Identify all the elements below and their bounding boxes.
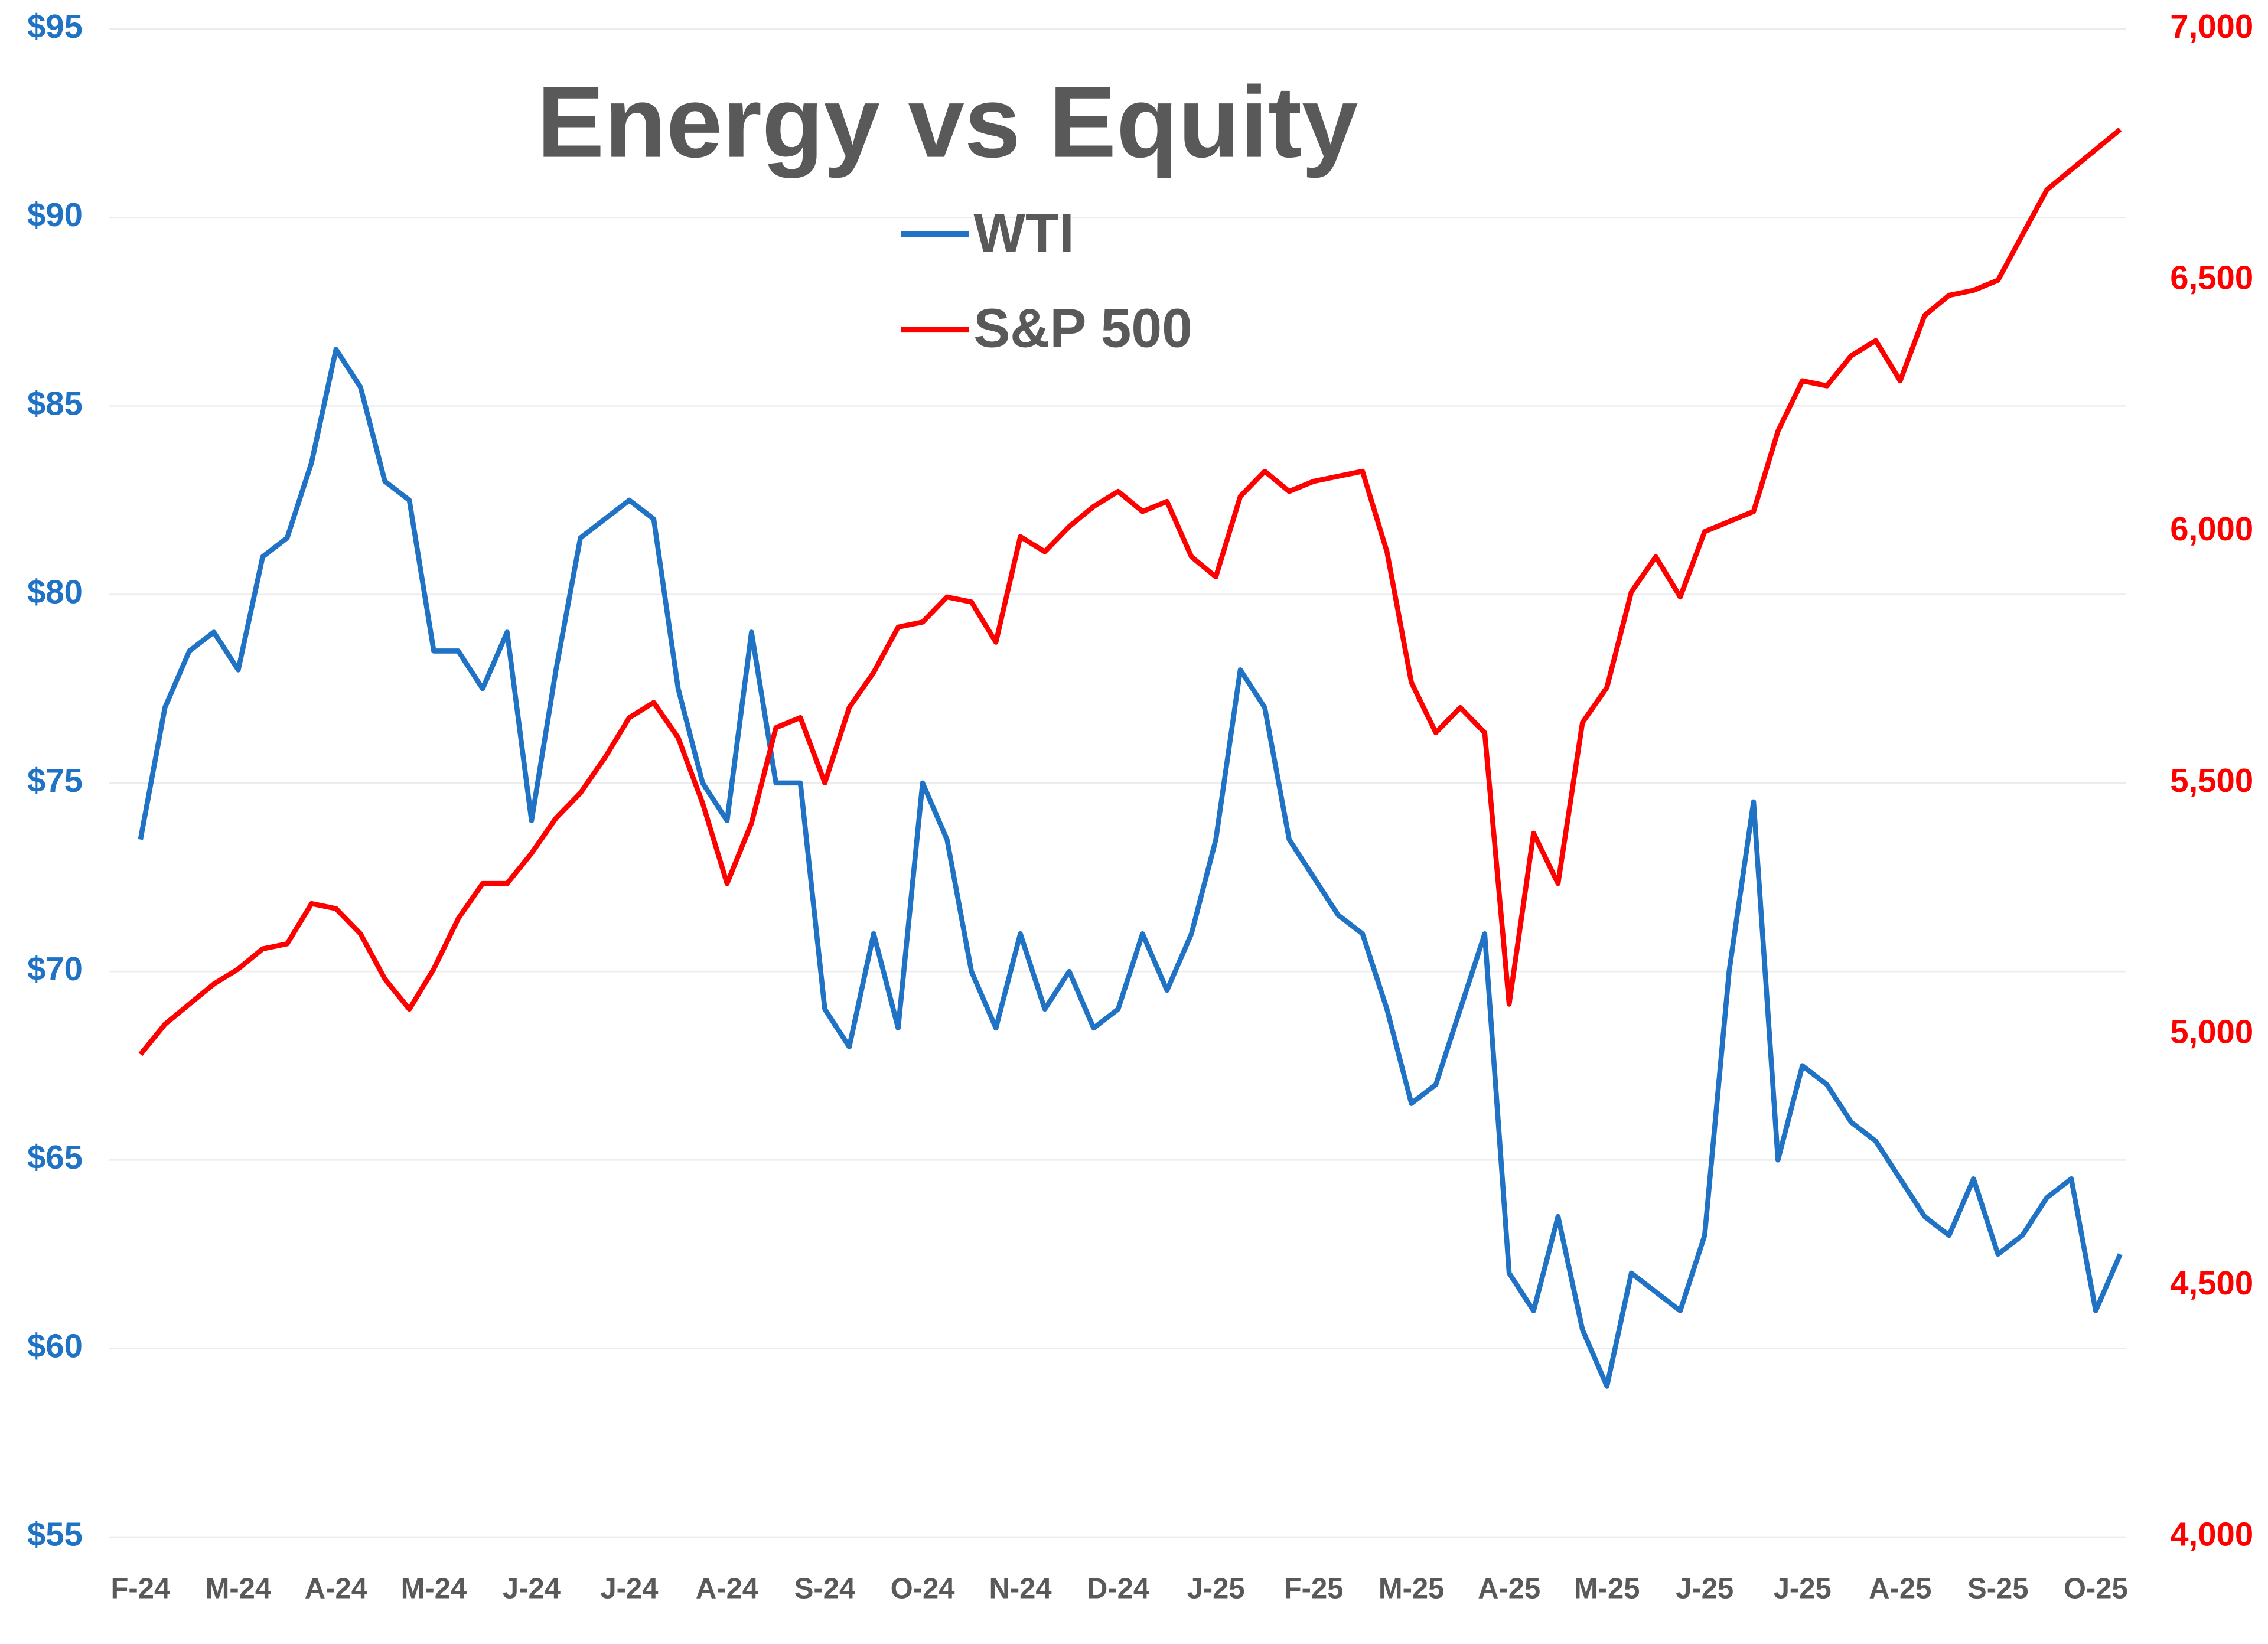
legend-label: WTI xyxy=(973,202,1074,263)
series-line xyxy=(138,347,2123,1389)
x-tick-label: M-25 xyxy=(1574,1573,1640,1604)
x-tick-label: F-25 xyxy=(1284,1573,1344,1604)
x-tick-label: F-24 xyxy=(111,1573,171,1604)
y2-tick-label: 7,000 xyxy=(2170,8,2253,45)
y-tick-label: $55 xyxy=(27,1516,83,1553)
x-tick-label: J-24 xyxy=(600,1573,658,1604)
x-tick-label: O-25 xyxy=(2064,1573,2128,1604)
y-tick-label: $70 xyxy=(27,950,83,987)
y2-tick-label: 4,000 xyxy=(2170,1516,2253,1553)
y-tick-label: $80 xyxy=(27,573,83,611)
y-tick-label: $65 xyxy=(27,1139,83,1176)
x-tick-label: M-24 xyxy=(206,1573,272,1604)
legend-label: S&P 500 xyxy=(973,298,1192,359)
x-tick-label: A-24 xyxy=(696,1573,758,1604)
y-tick-label: $95 xyxy=(27,8,83,45)
x-tick-label: O-24 xyxy=(891,1573,955,1604)
x-tick-label: J-25 xyxy=(1676,1573,1733,1604)
x-tick-label: J-24 xyxy=(503,1573,561,1604)
chart-title: Energy vs Equity xyxy=(537,66,1358,179)
y2-tick-label: 5,000 xyxy=(2170,1013,2253,1050)
x-tick-label: A-25 xyxy=(1478,1573,1540,1604)
y2-tick-label: 6,500 xyxy=(2170,259,2253,296)
y2-tick-label: 6,000 xyxy=(2170,510,2253,547)
x-tick-label: N-24 xyxy=(989,1573,1051,1604)
y-tick-label: $75 xyxy=(27,762,83,799)
x-tick-label: S-24 xyxy=(794,1573,855,1604)
y-tick-label: $90 xyxy=(27,196,83,233)
series-line xyxy=(138,127,2122,1056)
y2-tick-label: 4,500 xyxy=(2170,1264,2253,1302)
y2-tick-label: 5,500 xyxy=(2170,762,2253,799)
x-tick-label: S-25 xyxy=(1967,1573,2028,1604)
x-tick-label: M-24 xyxy=(401,1573,467,1604)
y-tick-label: $85 xyxy=(27,384,83,422)
y-tick-label: $60 xyxy=(27,1327,83,1364)
x-tick-label: A-25 xyxy=(1869,1573,1931,1604)
x-tick-label: D-24 xyxy=(1087,1573,1149,1604)
x-tick-label: M-25 xyxy=(1379,1573,1445,1604)
x-tick-label: J-25 xyxy=(1187,1573,1245,1604)
x-tick-label: A-24 xyxy=(305,1573,367,1604)
x-tick-label: J-25 xyxy=(1774,1573,1832,1604)
